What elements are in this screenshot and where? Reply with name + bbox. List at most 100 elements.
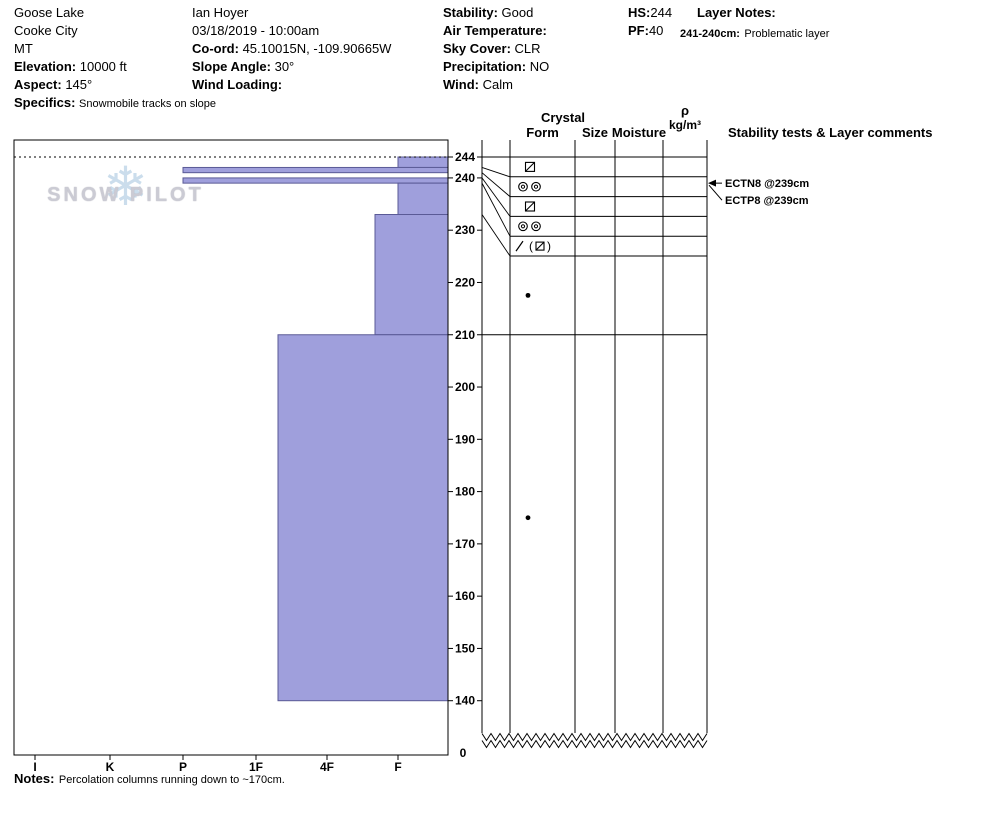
sky-cover-label: Sky Cover:: [443, 41, 511, 56]
fan-connector-line: [481, 177, 511, 217]
grain-circle-symbol: [518, 221, 528, 232]
aspect-label: Aspect:: [14, 77, 62, 92]
grain-dot-symbol: [525, 292, 531, 298]
stability-label: Stability:: [443, 5, 498, 20]
hardness-axis-label: I: [33, 760, 36, 774]
grain-slash-symbol: [515, 240, 524, 252]
layer-notes-label: Layer Notes:: [697, 5, 776, 20]
aspect-value: 145°: [65, 77, 93, 92]
coord-row: Co-ord: 45.10015N, -109.90665W: [192, 41, 391, 56]
pf-row: PF:40: [628, 23, 663, 38]
hs-value: 244: [650, 5, 673, 20]
depth-label: 190: [455, 432, 475, 446]
wind-row: Wind: Calm: [443, 77, 513, 92]
hardness-axis-label: 1F: [249, 760, 263, 774]
grain-square-diagonal: [525, 201, 535, 212]
stability-tests-header: Stability tests & Layer comments: [728, 125, 933, 140]
hardness-axis-label: 4F: [320, 760, 334, 774]
grain-paren: (: [529, 239, 533, 253]
scale-break-zigzag: [481, 732, 708, 742]
slope-angle-label: Slope Angle:: [192, 59, 271, 74]
grain-circle-symbol: [518, 181, 528, 192]
layer-notes-header: Layer Notes:: [697, 5, 776, 20]
hardness-axis-label: K: [106, 760, 115, 774]
ect-arrow-head: [708, 179, 716, 187]
grain-circle-inner: [520, 224, 526, 229]
observation-datetime: 03/18/2019 - 10:00am: [192, 23, 320, 38]
fan-connector-line: [481, 167, 511, 178]
precipitation-label: Precipitation:: [443, 59, 527, 74]
depth-label: 200: [455, 380, 475, 394]
elevation-value: 10000 ft: [79, 59, 127, 74]
aspect-row: Aspect: 145°: [14, 77, 92, 92]
depth-label: 240: [455, 171, 475, 185]
fan-connector-line: [481, 214, 511, 257]
hardness-plot-border: [13, 139, 449, 756]
air-temp-row: Air Temperature:: [443, 23, 547, 38]
grain-square-symbol: [524, 161, 536, 172]
coord-value: 45.10015N, -109.90665W: [242, 41, 392, 56]
snowpilot-logo: ❄ SNOW PILOT: [38, 160, 213, 214]
wind-loading-label: Wind Loading:: [192, 77, 283, 92]
elevation-row: Elevation: 10000 ft: [14, 59, 127, 74]
grain-square-symbol: [535, 241, 545, 251]
pf-value: 40: [648, 23, 664, 38]
grain-circle-inner: [533, 184, 539, 189]
hs-label: HS:: [628, 5, 651, 20]
site-area: Cooke City: [14, 23, 78, 38]
slope-angle-value: 30°: [274, 59, 295, 74]
grain-circle-symbol: [531, 221, 541, 232]
specifics-label: Specifics:: [14, 95, 76, 110]
fan-connector-line: [481, 172, 511, 197]
specifics-value: Snowmobile tracks on slope: [79, 98, 217, 110]
depth-label: 220: [455, 275, 475, 289]
grain-circle-inner: [533, 224, 539, 229]
density-column-header: ρ: [680, 103, 690, 118]
hardness-bar: [397, 156, 449, 168]
specifics-row: Specifics: Snowmobile tracks on slope: [14, 95, 216, 112]
site-name: Goose Lake: [14, 5, 85, 20]
density-units-header: kg/m³: [668, 118, 701, 132]
depth-label: 140: [455, 694, 475, 708]
layer-note-text: Problematic layer: [744, 28, 830, 40]
grain-dot-symbol: [525, 515, 531, 521]
hardness-axis-label: F: [394, 760, 401, 774]
hardness-bar: [277, 334, 449, 702]
hardness-bar: [374, 214, 449, 336]
zero-depth-label: 0: [460, 746, 467, 760]
hardness-bar: [397, 182, 449, 216]
notes-value: Percolation columns running down to ~170…: [58, 774, 285, 786]
notes-row: Notes: Percolation columns running down …: [14, 770, 285, 788]
notes-label: Notes:: [14, 771, 55, 786]
depth-label: 170: [455, 537, 475, 551]
stability-row: Stability: Good: [443, 5, 533, 20]
coord-label: Co-ord:: [192, 41, 239, 56]
depth-label: 150: [455, 641, 475, 655]
pf-label: PF:: [628, 23, 649, 38]
grain-square-symbol: [524, 201, 536, 212]
elevation-label: Elevation:: [14, 59, 77, 74]
observer-name: Ian Hoyer: [192, 5, 249, 20]
hardness-bar: [182, 177, 449, 184]
ect-test-label: ECTN8 @239cm: [725, 178, 809, 190]
fan-connector-line: [481, 182, 511, 237]
precipitation-row: Precipitation: NO: [443, 59, 549, 74]
sky-cover-row: Sky Cover: CLR: [443, 41, 541, 56]
wind-loading-row: Wind Loading:: [192, 77, 282, 92]
wind-label: Wind:: [443, 77, 479, 92]
grain-paren: ): [547, 239, 551, 253]
ect-test-label: ECTP8 @239cm: [725, 195, 809, 207]
grain-circle-symbol: [531, 181, 541, 192]
hardness-bar: [182, 166, 449, 174]
snowpilot-logo-text: SNOW PILOT: [47, 184, 204, 206]
snowflake-icon: ❄: [102, 157, 149, 217]
hs-row: HS:244: [628, 5, 672, 20]
layer-note-depth: 241-240cm:: [680, 28, 740, 40]
depth-label: 160: [455, 589, 475, 603]
ect-connector-line: [708, 184, 723, 201]
grain-circle-inner: [520, 184, 526, 189]
hardness-axis-label: P: [179, 760, 187, 774]
moisture-column-header: Moisture: [611, 125, 667, 140]
depth-label: 210: [455, 328, 475, 342]
